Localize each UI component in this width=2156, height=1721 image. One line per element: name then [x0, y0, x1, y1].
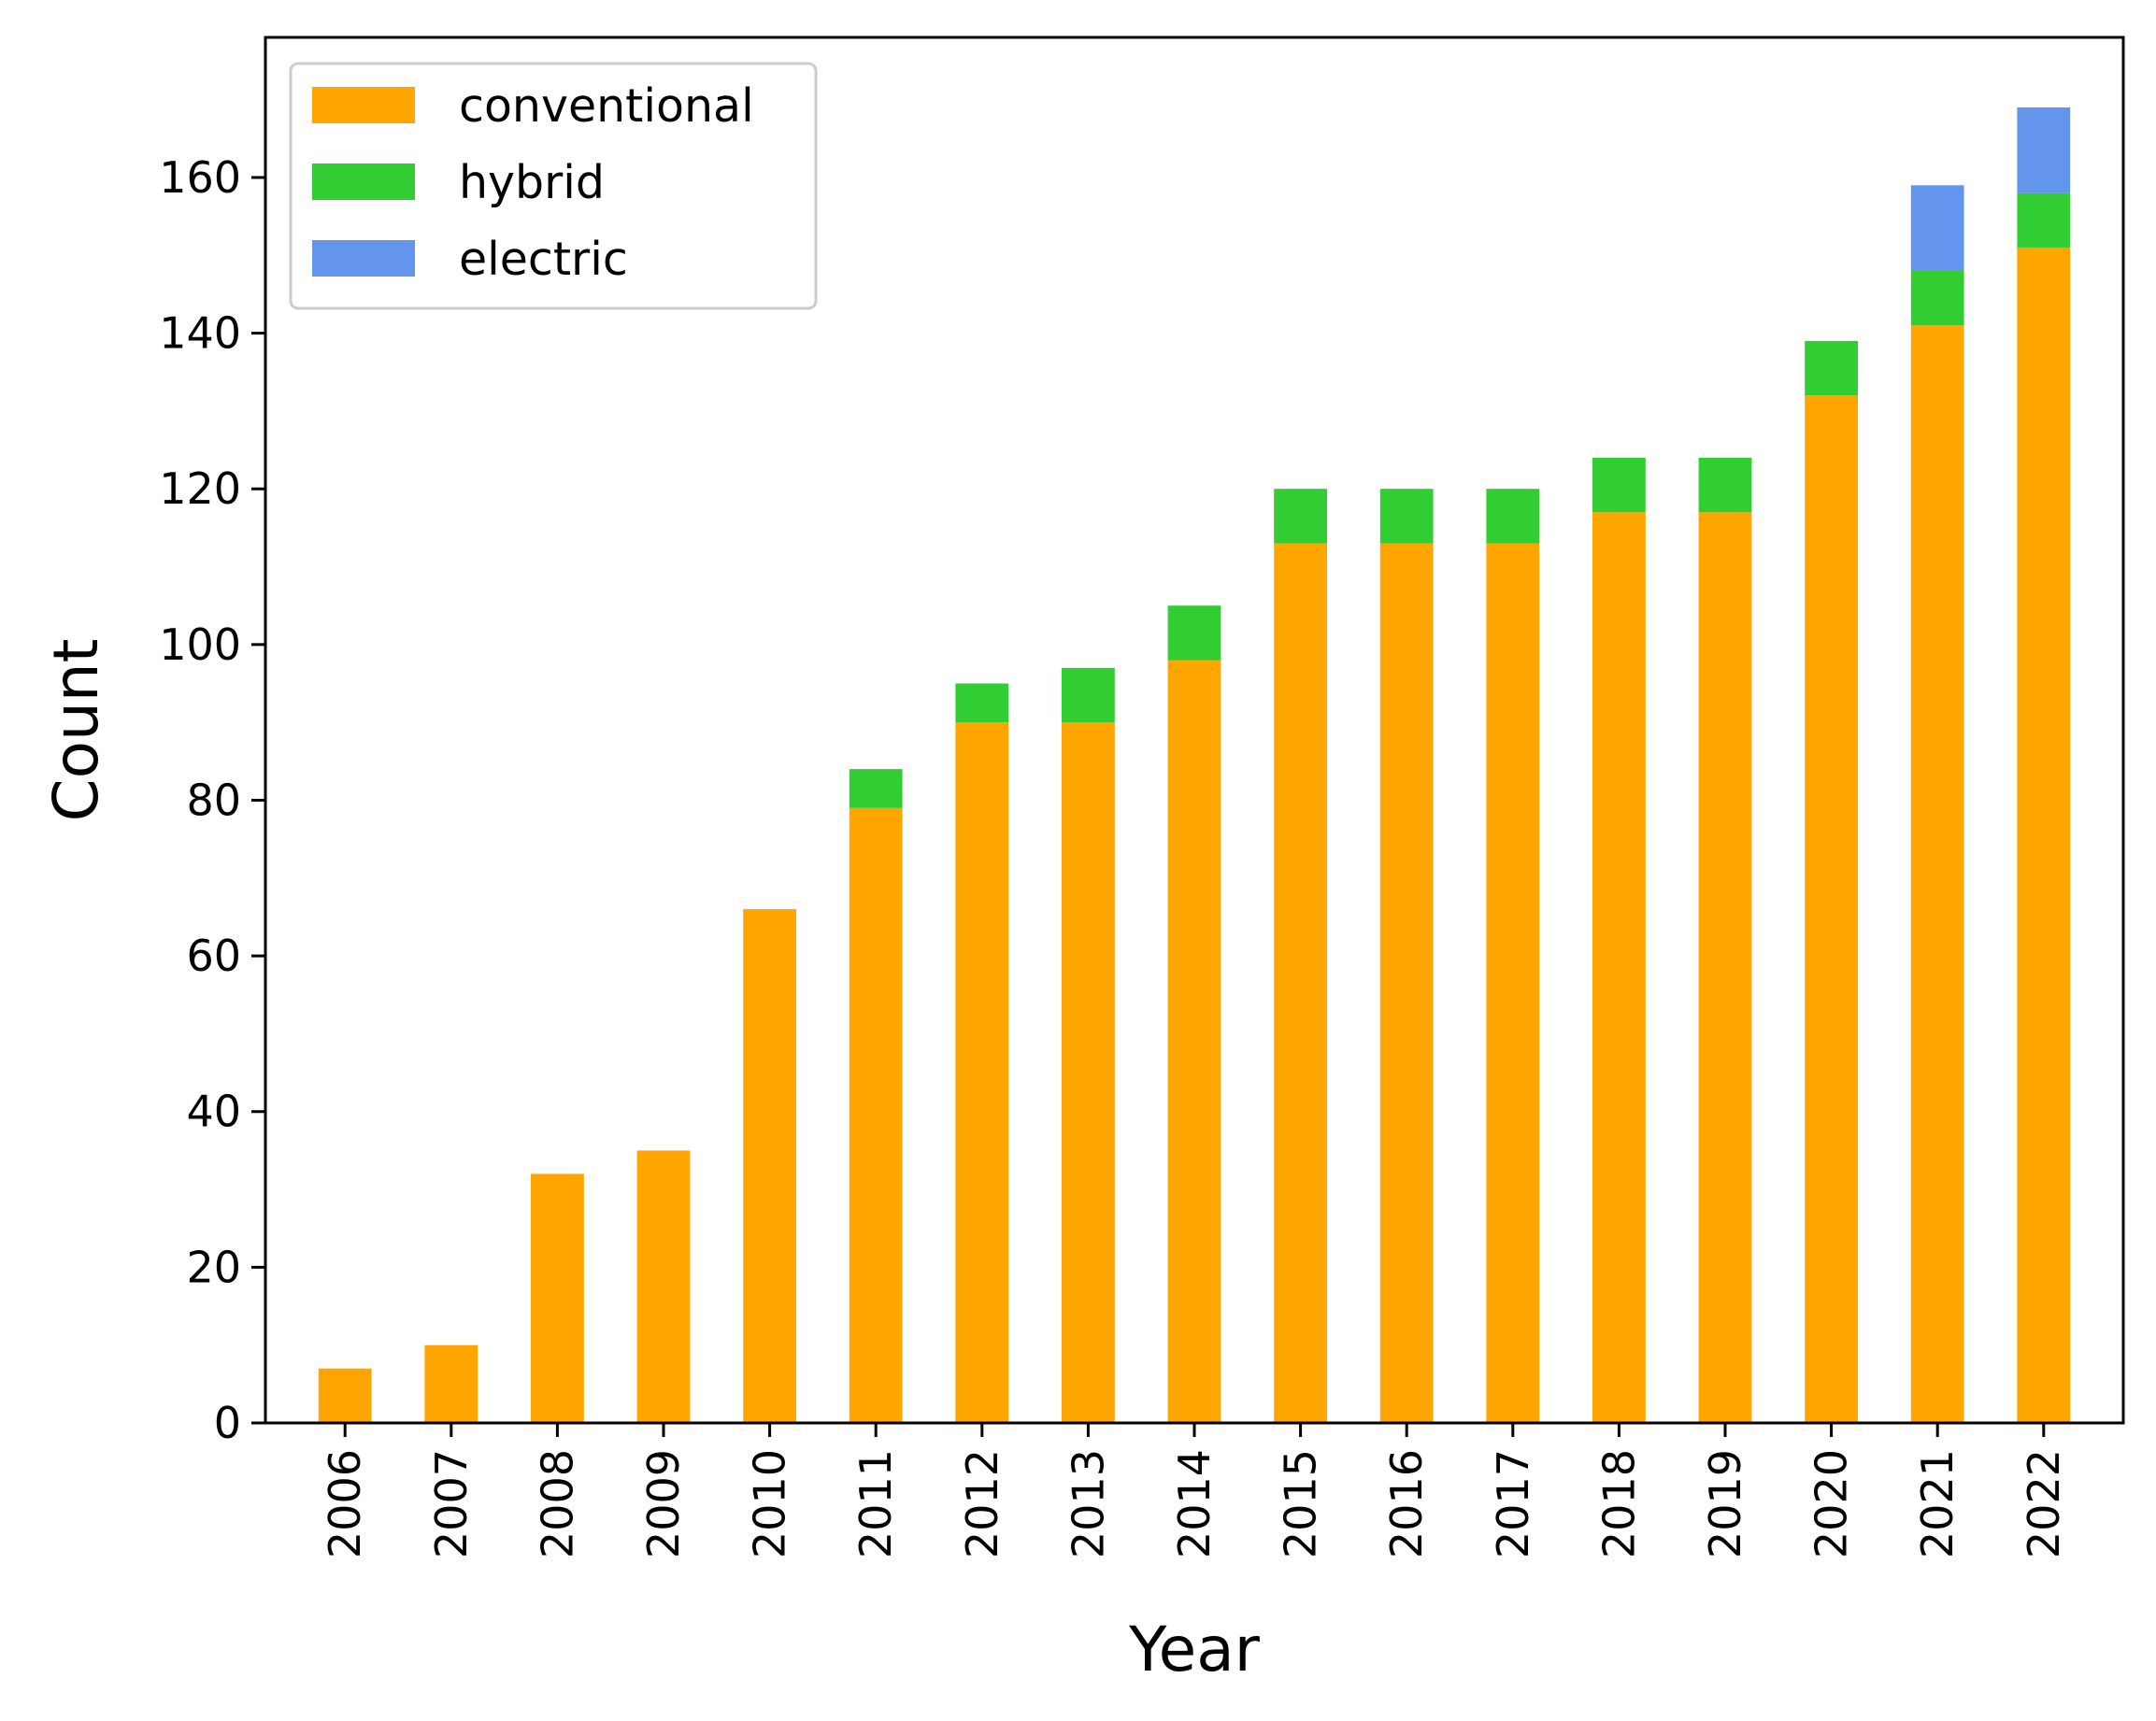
x-tick-label-2022: 2022	[2019, 1449, 2069, 1558]
bar-hybrid-2022	[2017, 192, 2071, 248]
bar-conventional-2021	[1910, 325, 1964, 1423]
bar-conventional-2015	[1274, 543, 1327, 1423]
bar-hybrid-2011	[849, 769, 903, 808]
bar-conventional-2011	[849, 807, 903, 1423]
plot-frame	[264, 36, 2125, 1425]
y-axis-title: Count	[40, 638, 112, 821]
bar-conventional-2018	[1592, 512, 1646, 1423]
legend-swatch-conventional	[312, 87, 415, 123]
bar-conventional-2006	[318, 1368, 372, 1423]
legend-label-electric: electric	[459, 233, 628, 286]
y-tick-label-160: 160	[159, 152, 241, 203]
bar-hybrid-2016	[1379, 489, 1434, 544]
x-tick-label-2020: 2020	[1806, 1449, 1857, 1558]
x-tick-label-2007: 2007	[426, 1449, 477, 1558]
y-tick-label-20: 20	[186, 1242, 241, 1292]
x-tick-label-2013: 2013	[1063, 1449, 1113, 1558]
x-tick-label-2018: 2018	[1593, 1449, 1644, 1558]
bar-conventional-2009	[636, 1150, 691, 1423]
y-tick-label-80: 80	[186, 775, 241, 825]
x-tick-label-2015: 2015	[1276, 1449, 1326, 1558]
bar-conventional-2017	[1486, 543, 1540, 1423]
bar-conventional-2022	[2017, 247, 2071, 1423]
bar-hybrid-2012	[955, 683, 1009, 723]
x-tick-label-2016: 2016	[1381, 1449, 1432, 1558]
y-tick-label-60: 60	[186, 931, 241, 981]
bar-conventional-2012	[955, 722, 1009, 1423]
x-tick-label-2011: 2011	[850, 1449, 901, 1558]
x-tick-label-2021: 2021	[1912, 1449, 1963, 1558]
bar-conventional-2013	[1062, 722, 1115, 1423]
x-tick-label-2012: 2012	[957, 1449, 1007, 1558]
y-tick-label-120: 120	[159, 463, 241, 514]
legend: conventional hybrid electric	[289, 62, 818, 310]
bar-hybrid-2019	[1698, 457, 1752, 513]
bar-electric-2022	[2017, 107, 2071, 193]
bar-conventional-2020	[1805, 395, 1858, 1423]
bar-conventional-2014	[1167, 660, 1221, 1423]
legend-box	[289, 62, 818, 310]
bar-hybrid-2014	[1167, 605, 1221, 661]
bars-layer	[318, 107, 2071, 1423]
x-tick-label-2010: 2010	[745, 1449, 795, 1558]
y-axis: 0 20 40 60 80 100 120 140 160	[159, 152, 265, 1448]
bar-hybrid-2020	[1805, 340, 1858, 396]
y-tick-label-0: 0	[214, 1398, 241, 1448]
x-tick-label-2014: 2014	[1169, 1449, 1220, 1558]
x-tick-label-2006: 2006	[320, 1449, 370, 1558]
bar-hybrid-2013	[1062, 667, 1115, 723]
y-tick-label-40: 40	[186, 1087, 241, 1137]
bar-hybrid-2018	[1592, 457, 1646, 513]
x-axis: 2006 2007 2008 2009 2010 2011 2012 2013 2014 2015…	[320, 1423, 2069, 1558]
y-tick-label-140: 140	[159, 308, 241, 359]
x-tick-label-2008: 2008	[532, 1449, 582, 1558]
x-axis-title: Year	[1128, 1614, 1261, 1685]
bar-conventional-2016	[1379, 543, 1434, 1423]
bar-hybrid-2021	[1910, 270, 1964, 326]
legend-swatch-electric	[312, 240, 415, 277]
bar-conventional-2019	[1698, 512, 1752, 1423]
y-tick-label-100: 100	[159, 619, 241, 670]
legend-swatch-hybrid	[312, 164, 415, 200]
bar-conventional-2010	[743, 909, 796, 1423]
legend-items: conventional hybrid electric	[312, 79, 754, 286]
x-tick-label-2017: 2017	[1488, 1449, 1538, 1558]
bar-hybrid-2015	[1274, 489, 1327, 544]
bar-hybrid-2017	[1486, 489, 1540, 544]
bar-electric-2021	[1910, 185, 1964, 271]
bar-conventional-2007	[424, 1344, 478, 1423]
x-tick-label-2009: 2009	[638, 1449, 689, 1558]
bar-conventional-2008	[531, 1173, 584, 1423]
legend-label-hybrid: hybrid	[459, 156, 605, 209]
x-tick-label-2019: 2019	[1700, 1449, 1750, 1558]
legend-label-conventional: conventional	[459, 79, 754, 133]
